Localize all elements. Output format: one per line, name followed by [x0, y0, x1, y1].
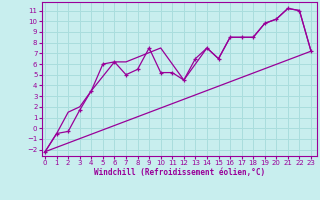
X-axis label: Windchill (Refroidissement éolien,°C): Windchill (Refroidissement éolien,°C)	[94, 168, 265, 177]
